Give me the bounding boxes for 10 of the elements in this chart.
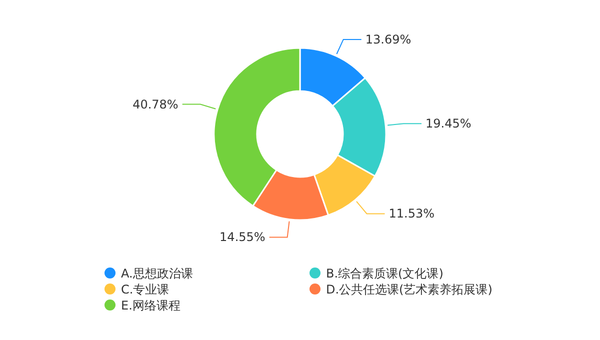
data-label: 19.45% xyxy=(425,116,472,131)
legend-label: E.网络课程 xyxy=(121,298,180,312)
legend-label: B.综合素质课(文化课) xyxy=(326,266,444,280)
data-label: 14.55% xyxy=(220,230,266,244)
data-label: 11.53% xyxy=(388,206,435,221)
data-label: 40.78% xyxy=(132,97,178,112)
legend-label: C.专业课 xyxy=(121,282,170,296)
legend-label: A.思想政治课 xyxy=(121,266,193,280)
legend-label: D.公共任选课(艺术素养拓展课) xyxy=(326,282,492,296)
data-label: 13.69% xyxy=(365,32,412,46)
